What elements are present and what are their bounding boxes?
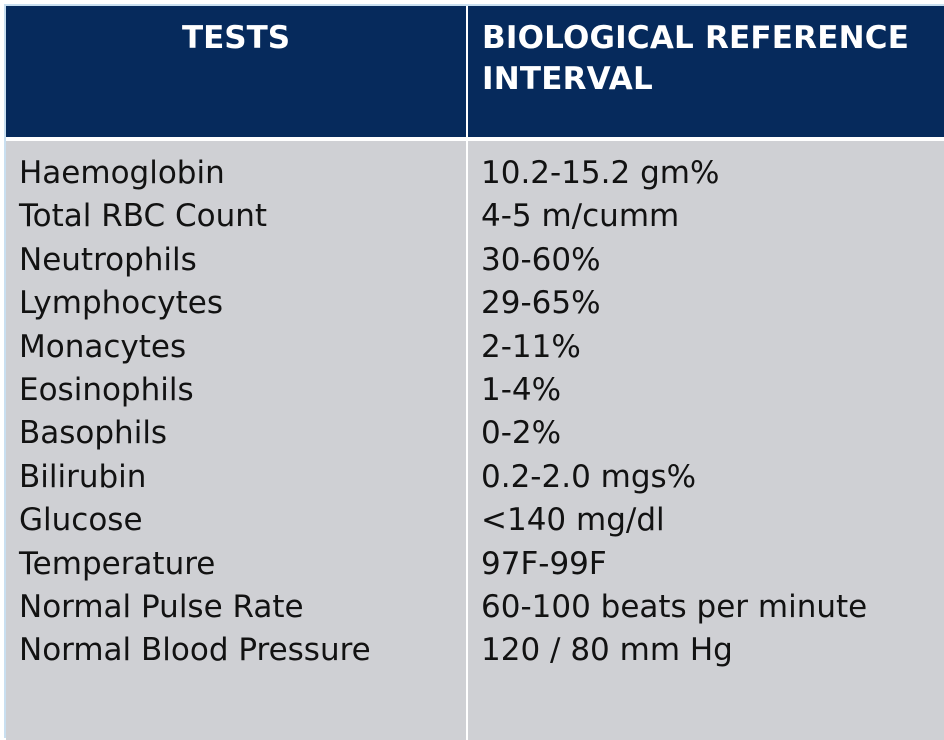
header-reference-interval: BIOLOGICAL REFERENCE INTERVAL — [482, 18, 942, 100]
header-tests: TESTS — [181, 20, 291, 56]
table-header: TESTS BIOLOGICAL REFERENCE INTERVAL — [6, 6, 944, 141]
header-reference-line1: BIOLOGICAL REFERENCE — [482, 20, 910, 56]
reference-range: 0-2% — [481, 415, 562, 452]
test-name: Eosinophils — [19, 372, 194, 409]
header-reference-line2: INTERVAL — [482, 61, 653, 97]
reference-range: 2-11% — [481, 328, 581, 365]
test-name: Temperature — [19, 545, 216, 582]
test-name: Total RBC Count — [19, 198, 268, 235]
reference-range: 60-100 beats per minute — [481, 589, 868, 626]
reference-range: 97F-99F — [481, 545, 607, 582]
test-name: Neutrophils — [19, 241, 197, 278]
test-name: Haemoglobin — [19, 155, 225, 191]
test-name: Normal Pulse Rate — [19, 589, 304, 626]
tests-column: Haemoglobin Total RBC Count Neutrophils … — [19, 152, 459, 673]
header-column-divider — [466, 6, 468, 137]
reference-column: 10.2-15.2 gm% 4-5 m/cumm 30-60% 29-65% 2… — [481, 152, 941, 673]
reference-range: 29-65% — [481, 285, 601, 322]
test-name: Basophils — [19, 415, 168, 452]
reference-range: 4-5 m/cumm — [481, 198, 680, 235]
reference-range: 1-4% — [481, 372, 562, 409]
test-name: Bilirubin — [19, 458, 147, 495]
reference-range: 0.2-2.0 mgs% — [481, 458, 697, 495]
table-body: Haemoglobin Total RBC Count Neutrophils … — [6, 141, 944, 740]
reference-table: TESTS BIOLOGICAL REFERENCE INTERVAL Haem… — [4, 4, 944, 740]
reference-range: 30-60% — [481, 241, 601, 278]
reference-range: 120 / 80 mm Hg — [481, 632, 733, 669]
test-name: Monacytes — [19, 328, 187, 365]
test-name: Normal Blood Pressure — [19, 632, 371, 669]
body-column-divider — [466, 141, 468, 740]
test-name: Lymphocytes — [19, 285, 224, 322]
test-name: Glucose — [19, 502, 143, 539]
reference-range: <140 mg/dl — [481, 502, 665, 539]
reference-range: 10.2-15.2 gm% — [481, 155, 720, 191]
